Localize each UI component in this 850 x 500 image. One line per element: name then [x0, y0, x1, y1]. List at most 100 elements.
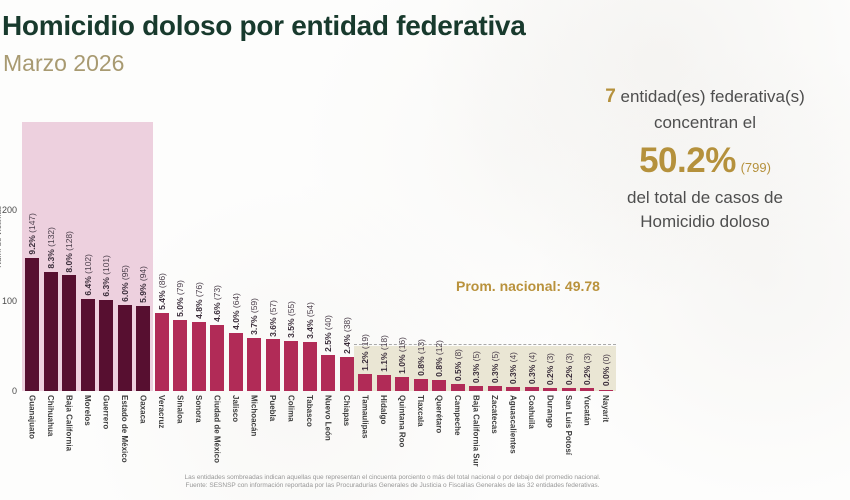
bar-aguascalientes	[506, 387, 521, 391]
value-label-tabasco: 3.4% (54)	[304, 302, 315, 340]
y-axis-title: Núm. de víctimas	[0, 206, 3, 268]
y-tick-label-200: 200	[1, 205, 17, 215]
x-label-chihuahua: Chihuahua	[46, 395, 56, 437]
x-label-baja-california: Baja California	[64, 395, 74, 452]
x-label-tamaulipas: Tamaulipas	[360, 395, 370, 439]
value-label-sinaloa: 5.0% (79)	[175, 279, 186, 317]
national-average-label: Prom. nacional: 49.78	[456, 278, 600, 294]
x-label-oaxaca: Oaxaca	[138, 395, 148, 424]
value-label-tamaulipas: 1.2% (19)	[360, 333, 371, 371]
bar-jalisco	[228, 333, 243, 391]
x-label-estado-de-mexico: Estado de México	[120, 395, 130, 463]
value-label-queretaro: 0.8% (12)	[434, 340, 445, 378]
x-label-coahuila: Coahuila	[527, 395, 537, 429]
x-label-morelos: Morelos	[83, 395, 93, 426]
page-title: Homicidio doloso por entidad federativa	[2, 10, 526, 41]
value-label-veracruz: 5.4% (86)	[156, 273, 167, 311]
footer-note-source: Fuente: SESNSP con información reportada…	[185, 482, 600, 489]
bar-veracruz	[154, 313, 169, 391]
x-label-nayarit: Nayarit	[601, 395, 611, 423]
bar-campeche	[450, 383, 465, 391]
value-label-chiapas: 2.4% (38)	[341, 316, 352, 354]
summary-percent-line: 50.2% (799)	[570, 141, 840, 181]
value-label-sonora: 4.8% (76)	[193, 282, 204, 320]
bar-tlaxcala	[413, 379, 428, 391]
x-label-chiapas: Chiapas	[342, 395, 352, 427]
bar-nuevo-leon	[321, 354, 336, 391]
value-label-michoacan: 3.7% (59)	[249, 297, 260, 335]
bar-sinaloa	[173, 319, 188, 391]
bar-michoacan	[247, 337, 262, 391]
value-label-san-luis-potosi: 0.2% (3)	[563, 353, 574, 386]
bar-nayarit	[598, 389, 613, 391]
x-label-puebla: Puebla	[268, 395, 278, 422]
value-label-baja-california: 8.0% (128)	[64, 230, 75, 273]
value-label-tlaxcala: 0.8% (13)	[415, 339, 426, 377]
summary-percent-cases: (799)	[740, 160, 771, 176]
value-label-estado-de-mexico: 6.0% (95)	[119, 265, 130, 303]
x-label-aguascalientes: Aguascalientes	[508, 395, 518, 454]
y-tick-label-0: 0	[11, 386, 17, 396]
x-label-sinaloa: Sinaloa	[175, 395, 185, 424]
x-label-sonora: Sonora	[194, 395, 204, 423]
value-label-aguascalientes: 0.3% (4)	[508, 352, 519, 385]
bar-tamaulipas	[358, 373, 373, 391]
bar-queretaro	[432, 380, 447, 391]
x-label-san-luis-potosi: San Luis Potosí	[564, 395, 574, 456]
bar-chihuahua	[43, 271, 58, 391]
x-label-tlaxcala: Tlaxcala	[416, 395, 426, 427]
bar-oaxaca	[136, 305, 151, 391]
x-label-campeche: Campeche	[453, 395, 463, 436]
value-label-oaxaca: 5.9% (94)	[138, 266, 149, 303]
x-label-baja-california-sur: Baja California Sur	[471, 395, 481, 467]
value-label-zacatecas: 0.3% (5)	[489, 351, 500, 384]
value-label-ciudad-de-mexico: 4.6% (73)	[212, 285, 223, 322]
x-label-jalisco: Jalisco	[231, 395, 241, 423]
y-tick-label-100: 100	[1, 296, 17, 306]
bar-ciudad-de-mexico	[210, 324, 225, 391]
summary-count: 7	[605, 86, 616, 107]
summary-line-2: concentran el	[653, 112, 757, 132]
value-label-baja-california-sur: 0.3% (5)	[471, 351, 482, 384]
x-label-queretaro: Querétaro	[434, 395, 444, 434]
x-label-michoacan: Michoacán	[249, 395, 259, 437]
x-label-colima: Colima	[286, 395, 296, 422]
bar-guerrero	[99, 299, 114, 391]
footer-notes: Las entidades sombreadas indican aquella…	[60, 474, 725, 490]
value-label-nayarit: 0.0% (0)	[600, 354, 611, 387]
bar-tabasco	[302, 342, 317, 391]
value-label-nuevo-leon: 2.5% (40)	[323, 314, 334, 352]
x-label-ciudad-de-mexico: Ciudad de México	[212, 395, 222, 464]
x-label-zacatecas: Zacatecas	[490, 395, 500, 434]
average-dashed-line	[354, 344, 616, 345]
value-label-coahuila: 0.3% (4)	[526, 352, 537, 385]
x-label-guanajuato: Guanajuato	[27, 395, 37, 440]
value-label-puebla: 3.6% (57)	[267, 299, 278, 337]
x-label-hidalgo: Hidalgo	[379, 395, 389, 425]
value-label-morelos: 6.4% (102)	[82, 254, 93, 296]
bar-colima	[284, 341, 299, 391]
bar-coahuila	[524, 387, 539, 391]
bar-puebla	[265, 339, 280, 391]
value-label-chihuahua: 8.3% (132)	[45, 226, 56, 269]
bar-durango	[543, 388, 558, 391]
below-average-region	[354, 346, 616, 391]
x-label-quintana-roo: Quintana Roo	[397, 395, 407, 448]
x-label-tabasco: Tabasco	[305, 395, 315, 427]
value-label-durango: 0.2% (3)	[545, 353, 556, 386]
x-label-nuevo-leon: Nuevo León	[323, 395, 333, 441]
bar-chiapas	[339, 356, 354, 391]
x-label-durango: Durango	[545, 395, 555, 428]
value-label-campeche: 0.5% (8)	[452, 348, 463, 381]
bar-san-luis-potosi	[561, 388, 576, 391]
x-label-yucatan: Yucatán	[582, 395, 592, 426]
summary-block: 7 entidad(es) federativa(s) concentran e…	[570, 84, 840, 234]
value-label-jalisco: 4.0% (64)	[230, 293, 241, 331]
value-label-quintana-roo: 1.0% (16)	[397, 336, 408, 374]
bar-morelos	[80, 298, 95, 391]
summary-count-rest: entidad(es) federativa(s)	[615, 87, 805, 106]
bar-sonora	[191, 322, 206, 391]
footer-note-shading: Las entidades sombreadas indican aquella…	[184, 474, 601, 481]
summary-line-5: Homicidio doloso	[640, 211, 770, 231]
